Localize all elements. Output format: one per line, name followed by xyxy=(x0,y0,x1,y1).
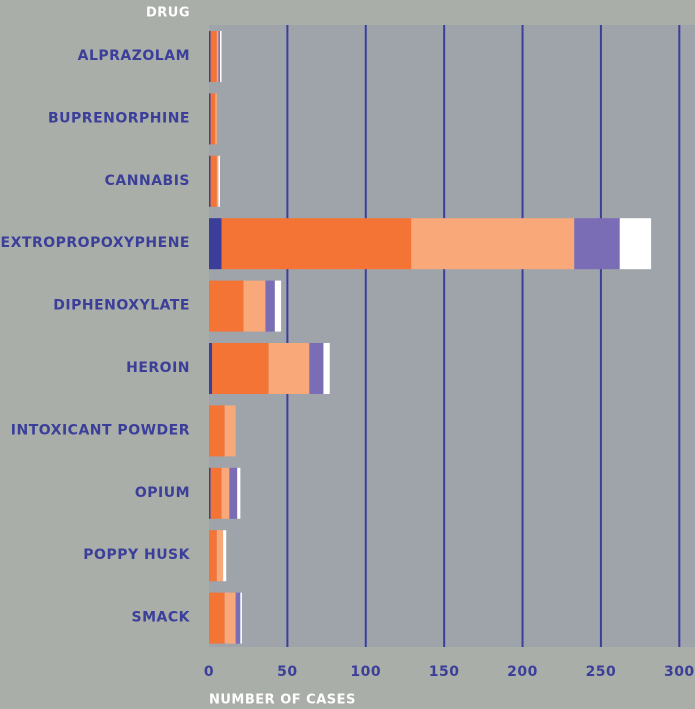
bar-segment xyxy=(224,405,236,457)
bar-segment xyxy=(216,31,219,82)
bar-segment xyxy=(219,31,222,82)
bar-segment xyxy=(210,31,217,82)
bar-segment xyxy=(216,155,219,207)
bar-segment xyxy=(209,280,244,332)
bar-segment xyxy=(237,467,241,519)
bar-segment xyxy=(309,343,324,394)
bar-segment xyxy=(411,218,575,270)
bar-segment xyxy=(209,530,217,582)
bar-segment xyxy=(268,343,310,394)
bar-segment xyxy=(210,467,222,519)
y-tick-label: INTOXICANT POWDER xyxy=(11,422,190,438)
x-tick-label: 200 xyxy=(507,664,538,680)
y-tick-label: OPIUM xyxy=(135,485,190,501)
bar-segment xyxy=(323,343,330,394)
bar-segment xyxy=(209,405,225,457)
bar-segment xyxy=(265,280,275,332)
bar-segment xyxy=(209,31,211,82)
x-tick-label: 150 xyxy=(429,664,460,680)
bar-segment xyxy=(229,467,238,519)
bar-segment xyxy=(223,530,227,582)
x-tick-label: 50 xyxy=(277,664,297,680)
bar-segment xyxy=(218,31,220,82)
y-tick-label: POPPY HUSK xyxy=(83,547,190,563)
y-tick-label: DEXTROPROPOXYPHENE xyxy=(0,235,190,251)
x-tick-label: 100 xyxy=(350,664,381,680)
bar-segment xyxy=(221,467,230,519)
bar-segment xyxy=(221,218,412,270)
bar-segment xyxy=(210,93,216,145)
bar-segment xyxy=(210,155,217,207)
y-tick-label: BUPRENORPHINE xyxy=(48,110,190,126)
bar-segment xyxy=(209,155,211,207)
x-tick-label: 0 xyxy=(204,664,214,680)
bar-segment xyxy=(240,592,242,644)
y-tick-label: DIPHENOXYLATE xyxy=(53,298,190,314)
bar-segment xyxy=(209,93,211,145)
x-tick-label: 300 xyxy=(664,664,695,680)
bar-segment xyxy=(209,218,222,270)
bar-segment xyxy=(216,530,224,582)
y-tick-label: SMACK xyxy=(132,610,191,626)
x-axis-label: NUMBER OF CASES xyxy=(209,693,356,708)
bar-segment xyxy=(224,592,236,644)
y-tick-label: ALPRAZOLAM xyxy=(78,48,190,64)
plot-background xyxy=(209,25,695,647)
bar-segment xyxy=(619,218,652,270)
bar-segment xyxy=(212,343,269,394)
bar-segment xyxy=(218,155,220,207)
bar-segment xyxy=(209,467,211,519)
bar-segment xyxy=(574,218,620,270)
bar-segment xyxy=(215,93,217,145)
x-tick-label: 250 xyxy=(586,664,617,680)
bar-segment xyxy=(243,280,266,332)
axis-title: DRUG xyxy=(146,6,190,21)
bar-segment xyxy=(209,343,213,394)
y-tick-label: HEROIN xyxy=(126,360,190,376)
bar-segment xyxy=(209,592,225,644)
y-tick-label: CANNABIS xyxy=(105,173,190,189)
bar-segment xyxy=(274,280,282,332)
bar-segment xyxy=(235,592,241,644)
